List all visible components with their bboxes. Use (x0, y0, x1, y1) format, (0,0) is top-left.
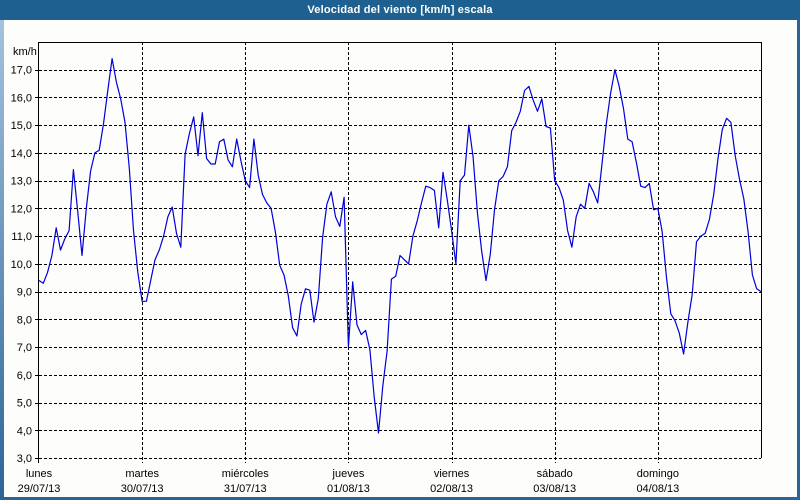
x-day-date: 03/08/13 (533, 483, 576, 495)
x-day-date: 04/08/13 (636, 483, 679, 495)
axes (35, 42, 762, 463)
x-day-date: 31/07/13 (224, 483, 267, 495)
y-tick-label: 16,0 (11, 92, 32, 104)
y-tick-label: 11,0 (11, 231, 32, 243)
y-tick-label: 15,0 (11, 120, 32, 132)
window-frame-right (797, 0, 800, 500)
x-day-name: lunes (26, 468, 53, 480)
y-tick-label: 4,0 (17, 425, 32, 437)
y-tick-label: 14,0 (11, 148, 32, 160)
x-day-name: miércoles (222, 468, 270, 480)
window-title: Velocidad del viento [km/h] escala (307, 4, 493, 16)
x-day-name: viernes (434, 468, 470, 480)
y-axis-labels: 3,0 4,0 5,0 6,0 7,0 8,0 9,0 10,0 11,0 12,0 13,0 14,… (11, 46, 37, 465)
y-tick-label: 13,0 (11, 176, 32, 188)
y-tick-label: 9,0 (17, 287, 32, 299)
y-tick-label: 10,0 (11, 259, 32, 271)
y-tick-label: 3,0 (17, 453, 32, 465)
x-axis-labels: lunes 29/07/13 martes 30/07/13 miércoles 31/0… (18, 468, 680, 495)
window-title-bar: Velocidad del viento [km/h] escala (0, 0, 800, 20)
y-tick-label: 12,0 (11, 203, 32, 215)
y-tick-label: 17,0 (11, 65, 32, 77)
x-day-name: sábado (537, 468, 573, 480)
wind-speed-line (38, 57, 762, 434)
y-tick-label: 8,0 (17, 314, 32, 326)
y-axis-unit-label: km/h (13, 46, 37, 58)
x-day-name: martes (125, 468, 159, 480)
gridlines (39, 42, 761, 463)
x-day-date: 02/08/13 (430, 483, 473, 495)
y-tick-label: 5,0 (17, 398, 32, 410)
window-frame-left (0, 0, 4, 500)
y-tick-label: 7,0 (17, 342, 32, 354)
x-day-date: 01/08/13 (327, 483, 370, 495)
x-day-date: 30/07/13 (121, 483, 164, 495)
y-tick-label: 6,0 (17, 370, 32, 382)
x-day-date: 29/07/13 (18, 483, 61, 495)
x-day-name: domingo (637, 468, 679, 480)
x-day-name: jueves (332, 468, 365, 480)
window-frame-bottom (0, 497, 800, 500)
